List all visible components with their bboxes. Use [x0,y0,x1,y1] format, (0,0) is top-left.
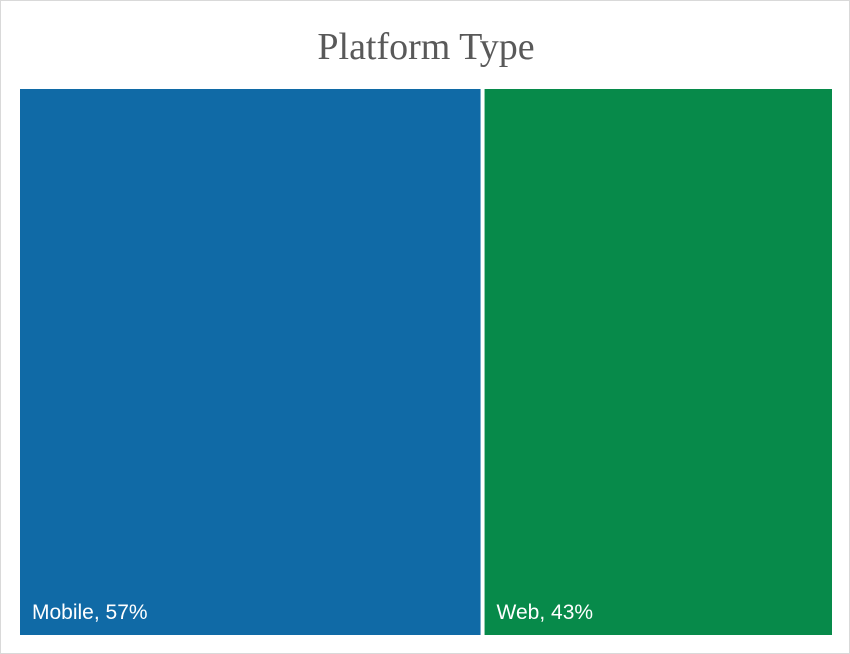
chart-title: Platform Type [317,26,535,68]
treemap-svg: Mobile, 57% Web, 43% [20,89,832,635]
treemap-tile-mobile [20,89,481,635]
treemap-plot-area: Mobile, 57% Web, 43% [20,89,832,635]
treemap-label-web: Web, 43% [497,601,594,624]
treemap-label-mobile: Mobile, 57% [32,601,148,624]
treemap-tile-web [484,89,832,635]
